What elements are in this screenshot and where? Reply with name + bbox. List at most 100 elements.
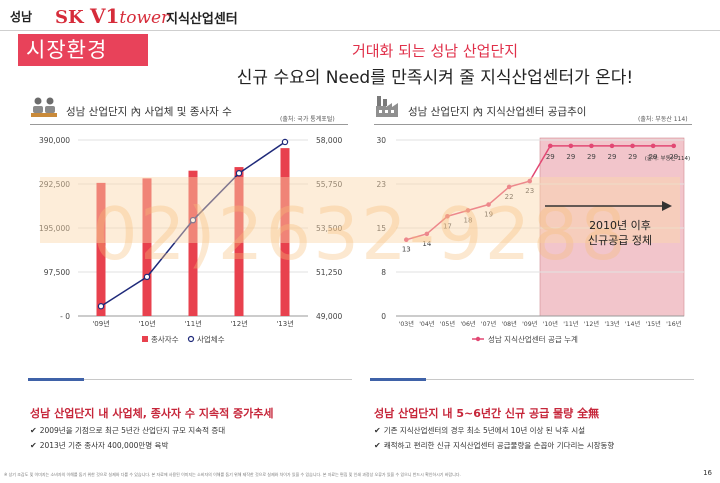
x-tick-label: '08년 (502, 320, 518, 328)
supply-data-label: 17 (443, 222, 452, 230)
right-chart-legend: 성남 지식산업센터 공급 누계 (472, 334, 578, 344)
right-summary-heading: 성남 산업단지 내 5~6년간 신규 공급 물량 全無 (374, 407, 600, 420)
supply-point (445, 213, 450, 219)
left-summary-item: ✔ 2009년을 기점으로 최근 5년간 산업단지 규모 지속적 증대 (30, 426, 226, 435)
supply-point (609, 143, 615, 149)
callout-text: 2010년 이후 신규공급 정체 (555, 218, 685, 248)
business-count-point (281, 138, 289, 146)
checkmark-icon: ✔ (30, 426, 37, 435)
left-panel-source: (출처: 국가 통계포털) (280, 116, 335, 123)
x-tick-label: '13년 (276, 319, 293, 328)
x-tick-label: '06년 (460, 320, 476, 328)
x-tick-label: '09년 (92, 319, 109, 328)
y-tick-label: 23 (376, 180, 386, 189)
footnote: ※ 상기 조감도 및 이미지는 소비자의 이해를 돕기 위한 것으로 실제와 다… (4, 472, 461, 477)
brand-v1: V1 (89, 4, 120, 28)
right-chart-highlight: (출처: 부동산 114) (539, 137, 690, 317)
header-center-title: 지식산업센터 (166, 12, 238, 27)
checkmark-icon: ✔ (374, 441, 381, 450)
employee-bar (280, 148, 290, 316)
y-right-tick-label: 55,750 (316, 180, 342, 189)
supply-point (527, 178, 533, 184)
supply-data-label: 29 (587, 153, 596, 161)
stall-period-highlight (539, 137, 685, 317)
x-tick-label: '12년 (230, 319, 247, 328)
legend-line-label: 사업체수 (197, 334, 225, 344)
supply-point (403, 237, 409, 243)
callout-line-1: 2010년 이후 (589, 219, 651, 232)
checkmark-icon: ✔ (30, 441, 37, 450)
y-left-tick-label: 97,500 (44, 268, 70, 277)
x-tick-label: '13년 (604, 320, 620, 328)
right-summary-item: ✔ 기존 지식산업센터의 경우 최소 5년에서 10년 이상 된 낙후 시설 (374, 426, 586, 435)
watermark-band (40, 177, 680, 243)
supply-data-label: 29 (566, 153, 575, 161)
y-tick-label: 15 (376, 224, 386, 233)
supply-stall-callout (545, 201, 672, 211)
right-panel-source: (출처: 부동산 114) (638, 116, 688, 123)
supply-point (650, 143, 656, 149)
supply-data-label: 29 (649, 153, 658, 161)
left-chart-line (97, 138, 289, 310)
supply-data-label: 18 (464, 216, 473, 224)
y-right-tick-label: 51,250 (316, 268, 342, 277)
left-chart-legend: 종사자수 사업체수 (142, 334, 225, 344)
factory-building-icon (376, 96, 398, 117)
supply-data-label: 23 (525, 187, 534, 195)
right-chart-ticks: 30 23 15 8 0 13 14 17 18 19 22 23 29 29 29 29 29 29 29 '03년… (376, 136, 681, 328)
supply-point (671, 143, 677, 149)
right-chart-line (403, 143, 677, 243)
supply-data-label: 13 (402, 246, 411, 254)
supply-point (589, 143, 594, 149)
page-number: 16 (703, 469, 712, 477)
business-count-point (143, 273, 151, 281)
x-tick-label: '09년 (522, 320, 538, 328)
arrow-right-icon (662, 201, 672, 211)
left-panel-title: 성남 산업단지 內 사업체 및 종사자 수 (66, 106, 232, 118)
brand-sk: SK (55, 7, 84, 28)
left-chart-ticks: 390,000 292,500 195,000 97,500 - 0 58,000 55,7… (39, 136, 342, 328)
legend-bar-swatch (142, 336, 148, 342)
y-right-tick-label: 53,500 (316, 224, 342, 233)
right-panel-title: 성남 산업단지 內 지식산업센터 공급추이 (408, 106, 587, 118)
employee-bar (142, 178, 152, 316)
x-tick-label: '04년 (419, 320, 435, 328)
callout-line-2: 신규공급 정체 (587, 234, 653, 247)
y-right-tick-label: 58,000 (316, 136, 342, 145)
x-tick-label: '14년 (625, 320, 641, 328)
supply-point (424, 231, 430, 237)
business-employees-chart: 390,000 292,500 195,000 97,500 - 0 58,000 55,7… (39, 136, 342, 344)
supply-data-label: 29 (546, 153, 555, 161)
employee-bar (96, 182, 106, 316)
x-tick-label: '05년 (440, 320, 456, 328)
supply-point (465, 208, 471, 213)
supply-trend-chart: (출처: 부동산 114) 30 23 15 8 0 13 14 17 18 19 22 23 29 29… (376, 136, 690, 344)
legend-line-swatch (187, 335, 195, 343)
business-count-point (235, 170, 243, 177)
x-tick-label: '10년 (543, 320, 559, 328)
section-badge: 시장환경 (18, 34, 148, 66)
x-tick-label: '03년 (399, 320, 415, 328)
headline-primary: 거대화 되는 성남 산업단지 (351, 42, 519, 60)
x-tick-label: '12년 (584, 320, 600, 328)
supply-data-label: 19 (484, 211, 493, 219)
checkmark-icon: ✔ (374, 426, 381, 435)
y-tick-label: 30 (376, 136, 386, 145)
y-left-tick-label: - 0 (60, 312, 70, 321)
legend-point-swatch (475, 336, 481, 342)
inner-source-label: (출처: 부동산 114) (645, 154, 690, 162)
business-count-point (97, 303, 105, 310)
x-tick-label: '15년 (646, 320, 662, 328)
right-summary-item: ✔ 쾌적하고 편리한 신규 지식산업센터 공급물량을 손꼽아 기다리는 시장동향 (374, 441, 615, 450)
x-tick-label: '11년 (563, 320, 579, 328)
supply-point (486, 202, 491, 207)
x-tick-label: '11년 (184, 319, 201, 328)
header-city: 성남 (10, 10, 33, 24)
left-panel-rule (30, 124, 348, 125)
supply-data-label: 29 (669, 153, 678, 161)
header-divider (0, 30, 720, 31)
right-chart-grid (396, 139, 684, 317)
phone-watermark: 02)2632-9288 (91, 192, 629, 276)
left-summary-accent (28, 378, 84, 381)
left-summary-rule (84, 379, 352, 380)
